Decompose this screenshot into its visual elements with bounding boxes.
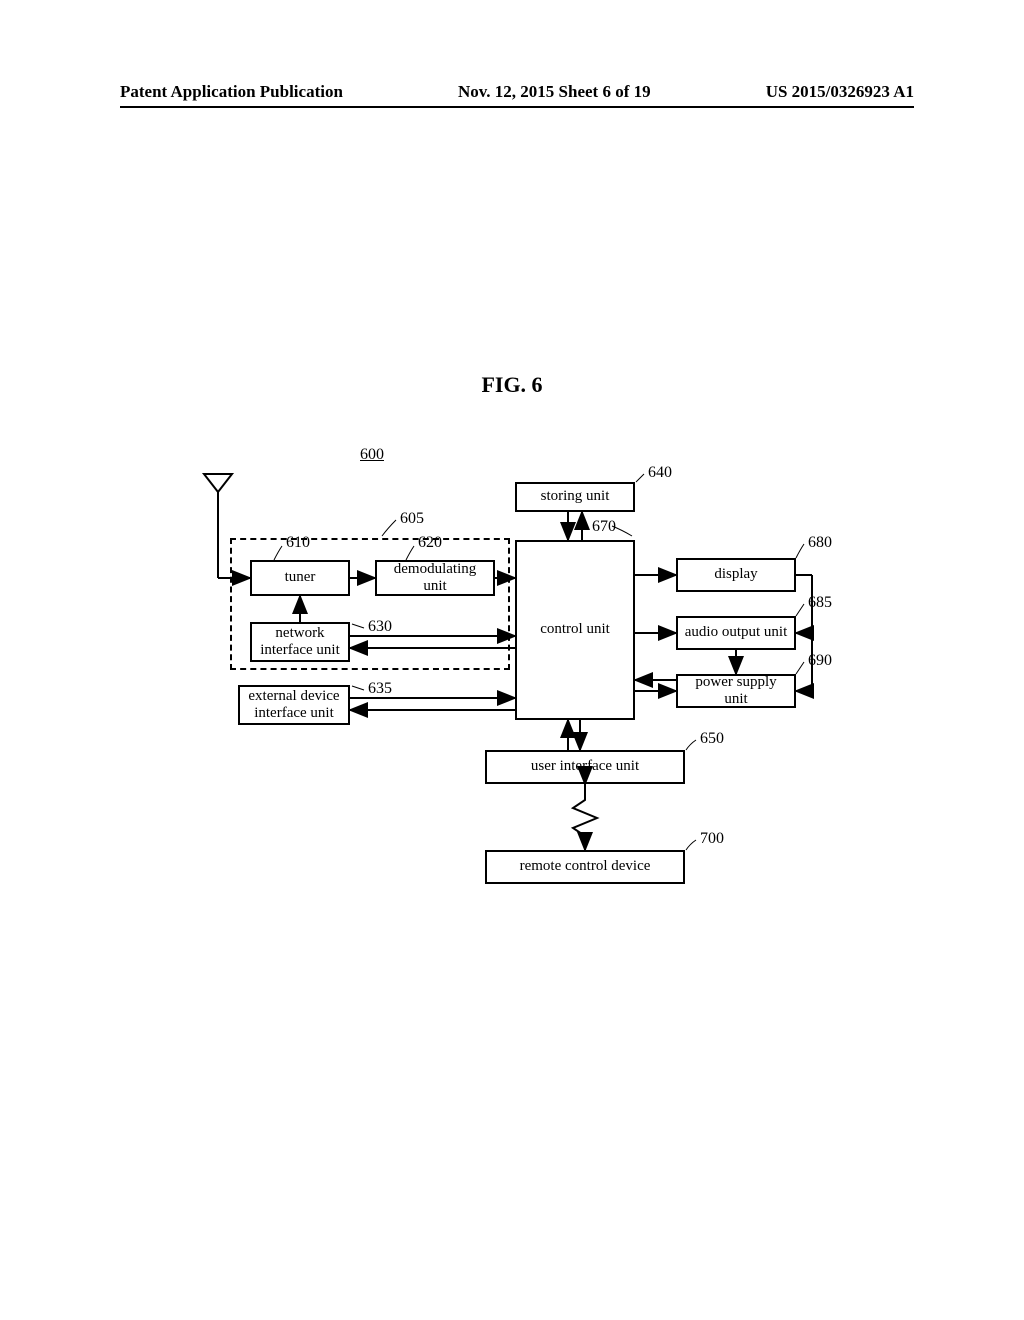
page: Patent Application Publication Nov. 12, … — [0, 0, 1024, 1320]
header-left: Patent Application Publication — [120, 82, 343, 102]
diagram-connectors — [200, 430, 840, 910]
header-mid: Nov. 12, 2015 Sheet 6 of 19 — [458, 82, 651, 102]
page-header: Patent Application Publication Nov. 12, … — [120, 82, 914, 102]
figure-title: FIG. 6 — [0, 372, 1024, 398]
block-diagram: 600 tuner demodulating unit network inte… — [200, 430, 820, 930]
header-rule — [120, 106, 914, 108]
header-right: US 2015/0326923 A1 — [766, 82, 914, 102]
